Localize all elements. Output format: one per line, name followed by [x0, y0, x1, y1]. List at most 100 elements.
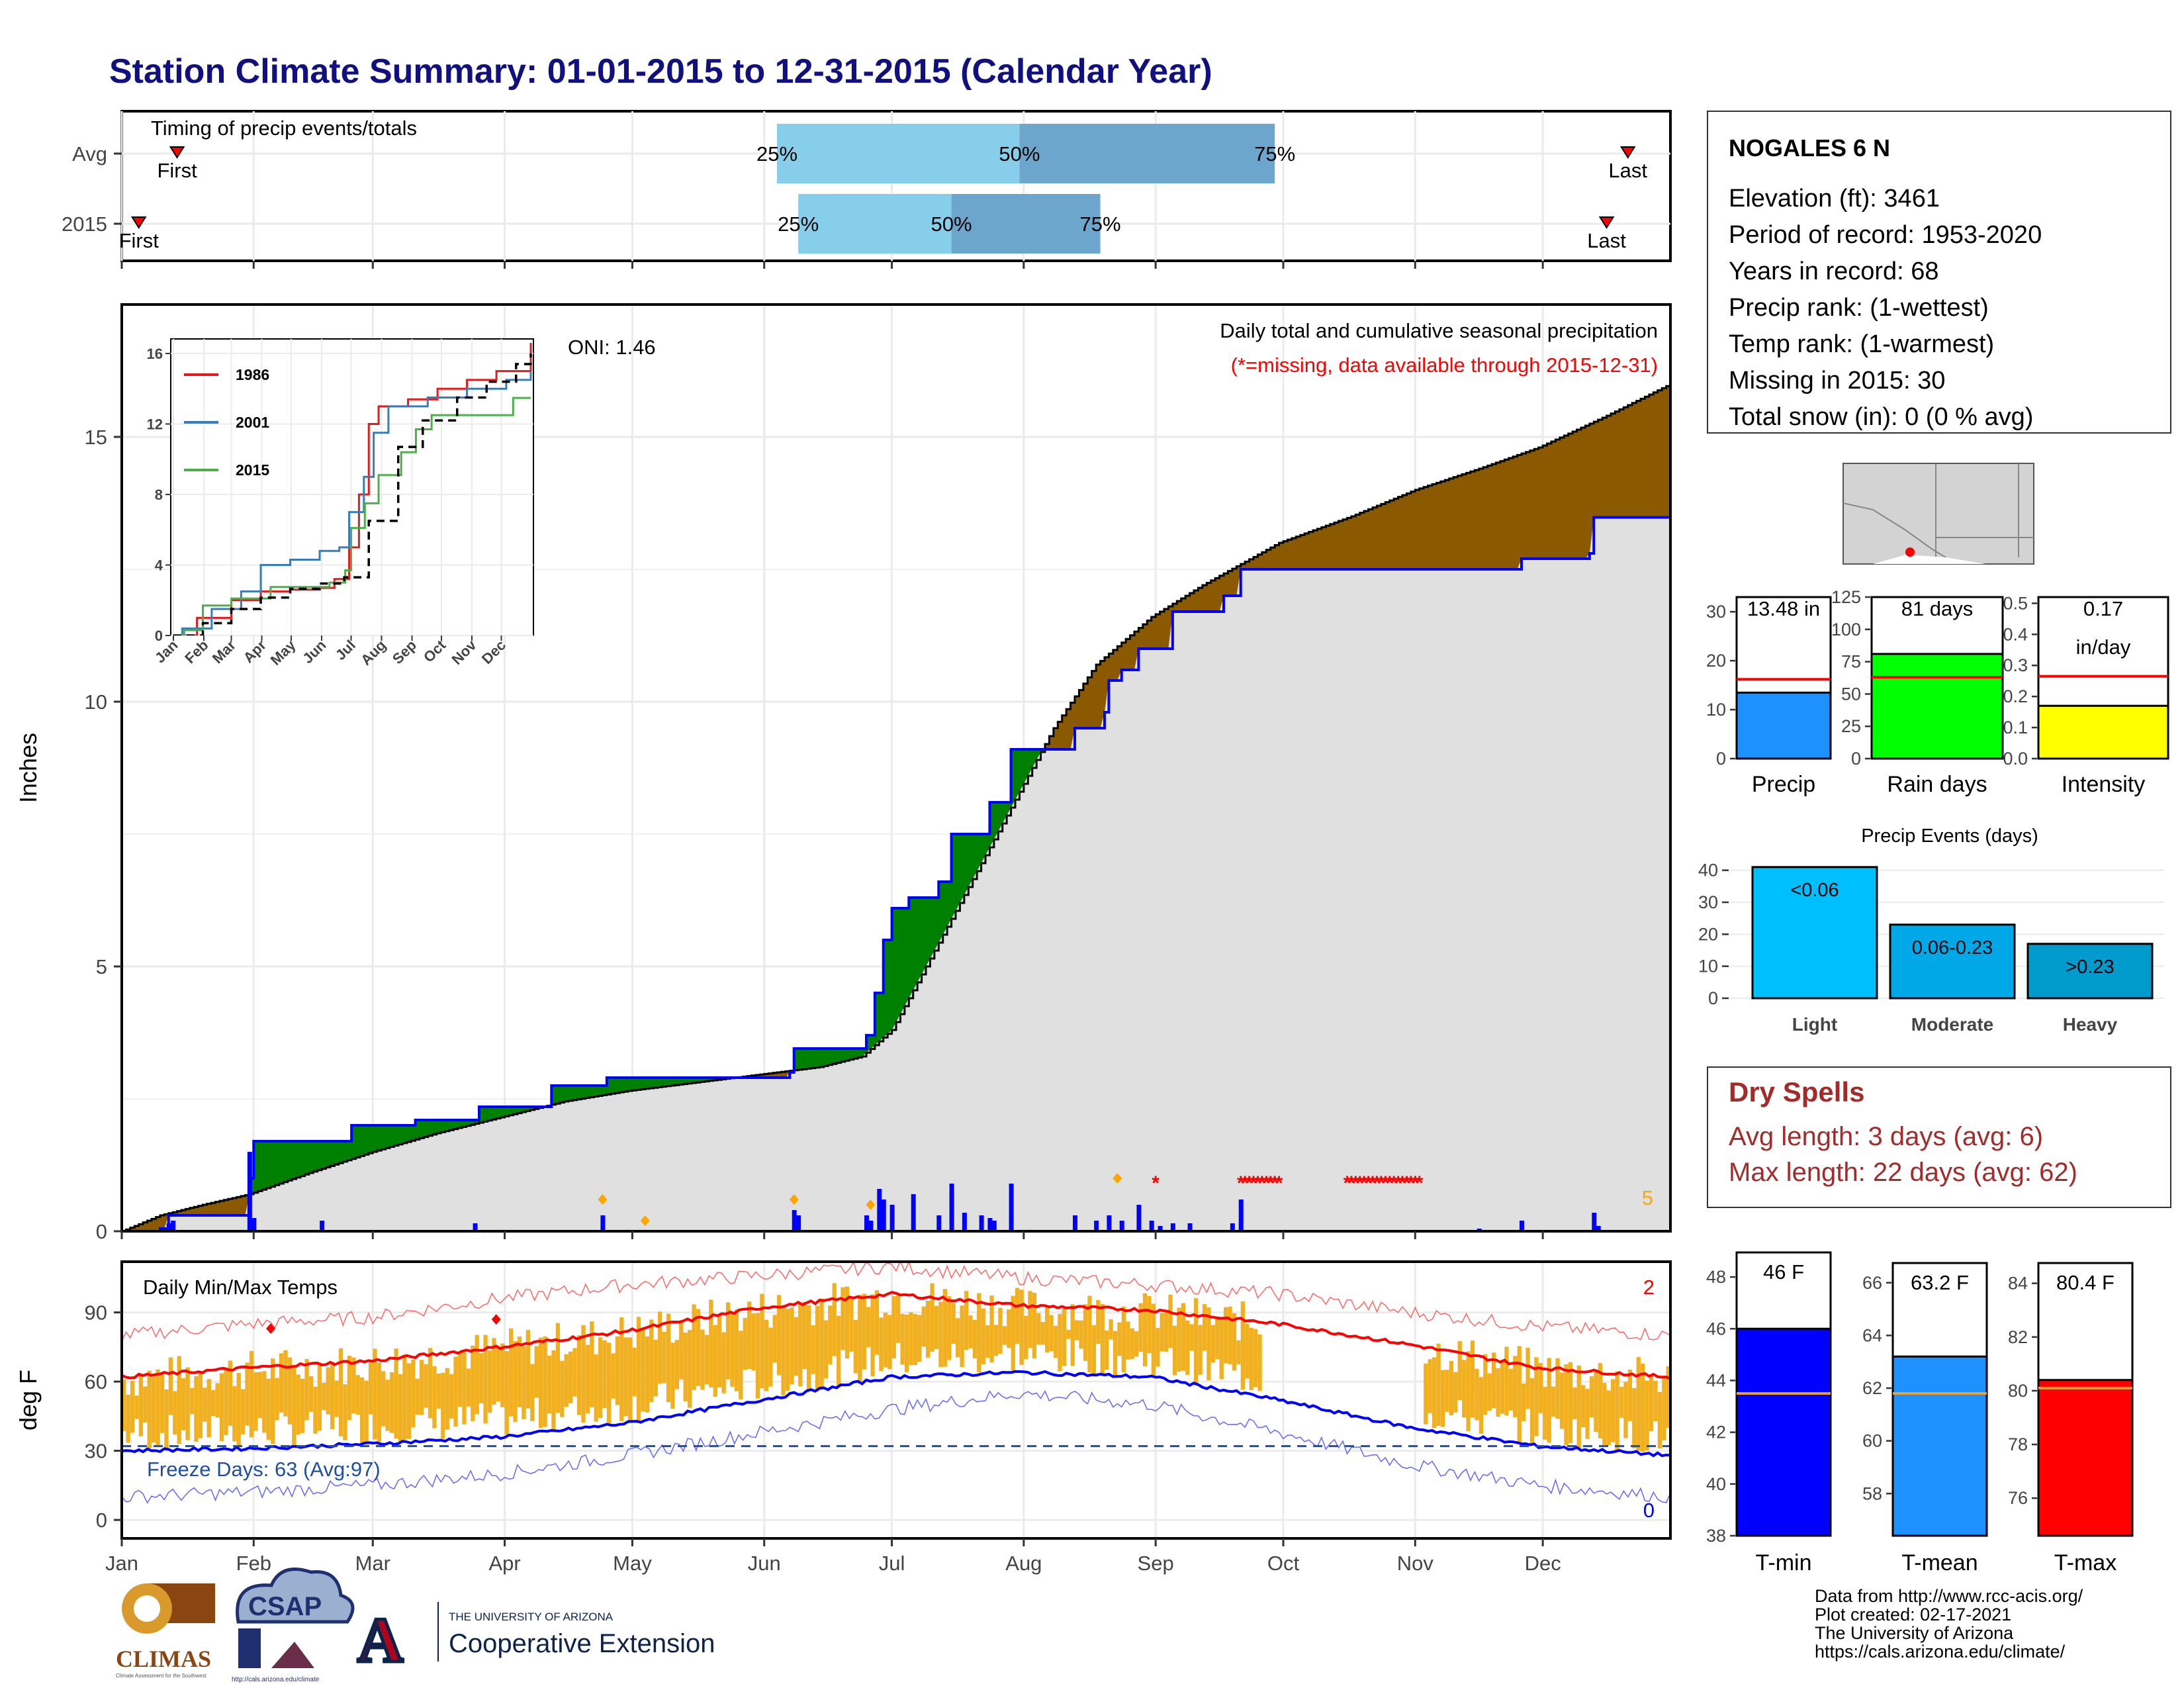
stat-y-tick-label: 50: [1841, 684, 1861, 704]
temp-stat-y-tick-label: 42: [1706, 1423, 1726, 1442]
above-avg-fill: [909, 898, 914, 998]
daily-temp-bar: [398, 1374, 403, 1444]
svg-text:A: A: [357, 1605, 403, 1675]
missing-day-marker: *: [1411, 1172, 1419, 1194]
record-precip-marker: [789, 1194, 799, 1205]
daily-temp-bar: [670, 1342, 675, 1409]
stat-y-tick-label: 0: [1851, 749, 1861, 769]
inset-y-tick-label: 4: [155, 557, 163, 573]
below-avg-fill: [1058, 722, 1063, 749]
daily-temp-bar: [1219, 1317, 1224, 1380]
daily-temp-bar: [760, 1293, 764, 1389]
daily-temp-bar: [517, 1336, 522, 1407]
above-avg-fill: [1011, 749, 1016, 808]
above-avg-fill: [360, 1125, 365, 1156]
daily-temp-bar: [781, 1305, 786, 1395]
below-avg-fill: [1215, 578, 1220, 612]
below-avg-fill: [1410, 491, 1416, 569]
below-avg-fill: [1424, 487, 1429, 569]
events-bar: [1889, 923, 2016, 1000]
events-bar-inside-label: 0.06-0.23: [1912, 937, 1993, 959]
above-avg-fill: [266, 1141, 271, 1188]
daily-temp-bar: [794, 1317, 799, 1376]
daily-temp-bar: [122, 1379, 126, 1431]
above-avg-fill: [530, 1107, 535, 1110]
above-avg-fill: [326, 1141, 331, 1168]
daily-temp-bar: [296, 1374, 300, 1434]
daily-temp-bar: [138, 1374, 144, 1436]
daily-temp-bar: [1045, 1305, 1050, 1353]
below-avg-fill: [1394, 498, 1399, 569]
below-avg-fill: [764, 1074, 769, 1078]
daily-temp-bar: [576, 1335, 582, 1415]
below-avg-fill: [1219, 575, 1224, 612]
daily-temp-bar: [1576, 1365, 1581, 1450]
missing-day-marker: *: [1403, 1172, 1411, 1194]
record-precip-marker: [1113, 1173, 1122, 1184]
daily-temp-bar: [513, 1341, 518, 1423]
above-avg-fill: [807, 1049, 812, 1069]
daily-temp-bar: [1105, 1331, 1109, 1370]
below-avg-fill: [1606, 416, 1612, 518]
daily-temp-bar: [704, 1335, 709, 1385]
daily-temp-bar: [1113, 1331, 1118, 1376]
daily-temp-bar: [713, 1325, 717, 1397]
daily-temp-bar: [1257, 1334, 1262, 1391]
daily-precip-bar: [473, 1223, 478, 1231]
daily-temp-bar: [308, 1376, 314, 1412]
timing-first-marker: [169, 146, 185, 159]
daily-temp-bar: [679, 1320, 684, 1380]
daily-temp-bar: [159, 1374, 165, 1433]
daily-temp-bar: [938, 1301, 943, 1367]
inset-series-line: [173, 353, 532, 635]
daily-temp-bar: [853, 1320, 858, 1374]
daily-temp-bar: [385, 1380, 390, 1431]
timing-panel: Avg 25% 50% 75% First Last 2015 25% 50% 75% First L…: [62, 110, 1672, 269]
svg-text:Climate Assessment for the Sou: Climate Assessment for the Southwest: [116, 1673, 207, 1679]
above-avg-fill: [832, 1049, 837, 1064]
below-avg-fill: [1449, 478, 1454, 569]
below-avg-fill: [1479, 469, 1484, 569]
daily-precip-bar: [600, 1215, 606, 1231]
daily-precip-bar: [1596, 1226, 1601, 1231]
below-avg-fill: [1096, 665, 1101, 728]
above-avg-fill: [590, 1086, 595, 1098]
daily-temp-bar: [224, 1367, 228, 1435]
daily-temp-bar: [475, 1335, 479, 1415]
below-avg-fill: [1113, 649, 1118, 680]
above-avg-fill: [904, 908, 909, 1006]
temp-title: Daily Min/Max Temps: [143, 1276, 338, 1299]
above-avg-fill: [343, 1141, 348, 1162]
station-location-marker: [1905, 547, 1915, 557]
daily-temp-bar: [326, 1367, 330, 1415]
daily-temp-bar: [402, 1354, 407, 1440]
above-avg-fill: [304, 1141, 310, 1175]
daily-precip-bar: [1187, 1223, 1193, 1231]
below-avg-fill: [1555, 440, 1561, 559]
daily-temp-bar: [1594, 1371, 1598, 1432]
above-avg-fill: [670, 1078, 676, 1086]
credit-line: https://cals.arizona.edu/climate/: [1815, 1642, 2066, 1662]
daily-temp-bar: [717, 1315, 722, 1388]
daily-temp-bar: [1602, 1383, 1607, 1447]
month-tick-label: Nov: [1397, 1552, 1434, 1575]
daily-temp-bar: [1011, 1295, 1015, 1371]
daily-precip-bar: [962, 1213, 967, 1231]
below-avg-fill: [1589, 424, 1594, 553]
above-avg-fill: [977, 834, 982, 871]
daily-temp-bar: [662, 1332, 666, 1383]
daily-temp-bar: [819, 1298, 824, 1387]
daily-temp-bar: [1142, 1293, 1148, 1367]
stat-bar-label: Rain days: [1887, 772, 1987, 797]
temp-stat-label: T-min: [1756, 1550, 1812, 1575]
station-info-line: Temp rank: (1-warmest): [1729, 330, 1994, 358]
below-avg-fill: [1645, 397, 1650, 518]
above-avg-fill: [406, 1125, 412, 1143]
stat-y-tick-label: 30: [1706, 602, 1726, 622]
above-avg-fill: [296, 1141, 301, 1178]
daily-temp-bar: [377, 1362, 382, 1443]
station-name: NOGALES 6 N: [1729, 134, 1890, 162]
stat-y-tick-label: 0.2: [2003, 686, 2028, 706]
above-avg-fill: [972, 834, 978, 879]
precip-ylabel: Inches: [15, 733, 42, 803]
